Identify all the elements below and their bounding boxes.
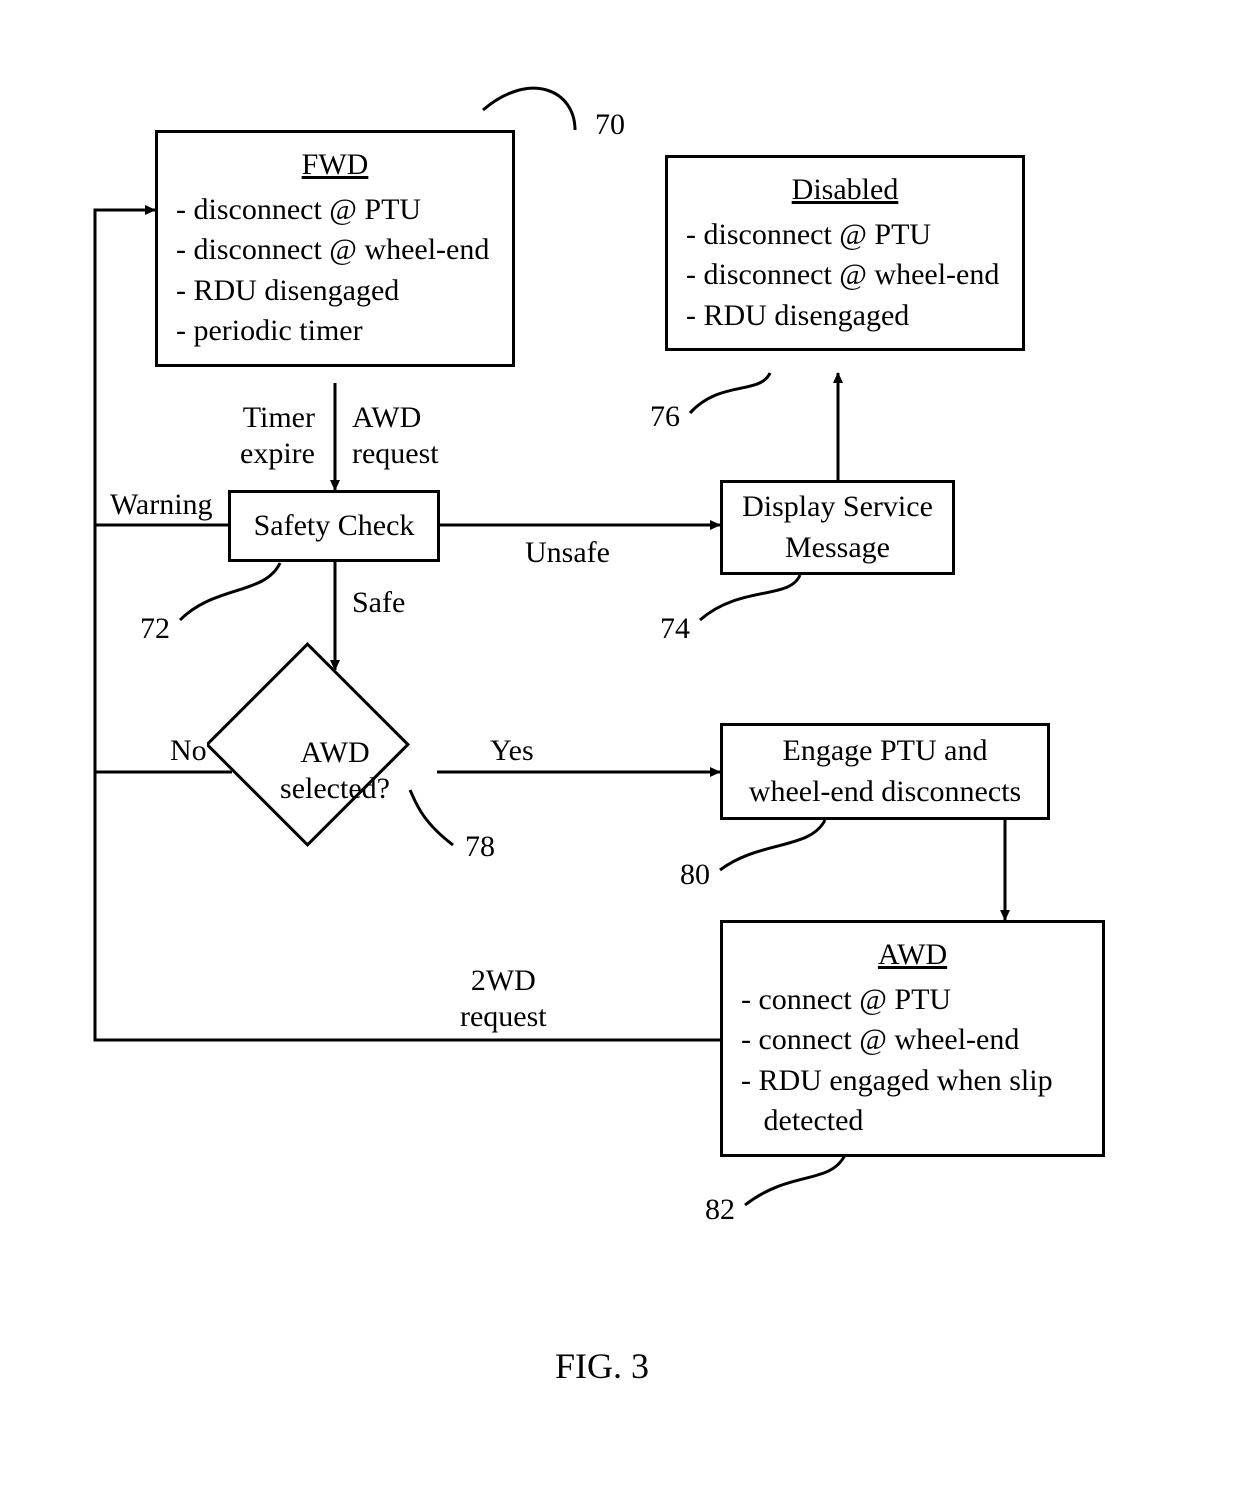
node-fwd-line: - disconnect @ wheel-end	[176, 230, 494, 271]
ref-70: 70	[595, 108, 625, 142]
node-disabled-line: - disconnect @ wheel-end	[686, 255, 1004, 296]
node-fwd-line: - periodic timer	[176, 311, 494, 352]
node-display-msg: Display Service Message	[720, 480, 955, 575]
edge-label-2wd-request: 2WD request	[460, 963, 547, 1035]
edge-label-safe: Safe	[352, 585, 405, 621]
ref-74: 74	[660, 612, 690, 646]
edge-label-unsafe: Unsafe	[525, 535, 610, 571]
edge-label-no: No	[170, 733, 207, 769]
node-engage-ptu-text: Engage PTU and wheel-end disconnects	[749, 731, 1021, 812]
node-fwd-line: - RDU disengaged	[176, 271, 494, 312]
figure-caption: FIG. 3	[555, 1345, 649, 1387]
node-fwd-line: - disconnect @ PTU	[176, 190, 494, 231]
ref-78: 78	[465, 830, 495, 864]
node-display-msg-text: Display Service Message	[742, 487, 933, 568]
node-safety-check-text: Safety Check	[254, 506, 415, 547]
node-awd-title: AWD	[741, 935, 1084, 976]
node-disabled-line: - disconnect @ PTU	[686, 215, 1004, 256]
node-awd-line: - connect @ PTU	[741, 980, 1084, 1021]
node-awd: AWD - connect @ PTU - connect @ wheel-en…	[720, 920, 1105, 1157]
edge-label-awd-request: AWD request	[352, 400, 439, 472]
ref-82: 82	[705, 1193, 735, 1227]
node-engage-ptu: Engage PTU and wheel-end disconnects	[720, 723, 1050, 820]
node-awd-line: - RDU engaged when slip	[741, 1061, 1084, 1102]
node-disabled-title: Disabled	[686, 170, 1004, 211]
edge-label-timer-expire: Timer expire	[240, 400, 315, 472]
node-safety-check: Safety Check	[228, 490, 440, 562]
ref-80: 80	[680, 858, 710, 892]
edge-label-yes: Yes	[490, 733, 534, 769]
node-fwd-title: FWD	[176, 145, 494, 186]
node-disabled-line: - RDU disengaged	[686, 296, 1004, 337]
node-awd-line: - connect @ wheel-end	[741, 1020, 1084, 1061]
node-fwd: FWD - disconnect @ PTU - disconnect @ wh…	[155, 130, 515, 367]
node-disabled: Disabled - disconnect @ PTU - disconnect…	[665, 155, 1025, 351]
node-awd-selected-text: AWD selected?	[275, 735, 395, 807]
flowchart-canvas: FWD - disconnect @ PTU - disconnect @ wh…	[0, 0, 1240, 1505]
ref-76: 76	[650, 400, 680, 434]
ref-72: 72	[140, 612, 170, 646]
node-awd-line: detected	[741, 1101, 1084, 1142]
edge-label-warning: Warning	[110, 487, 213, 523]
